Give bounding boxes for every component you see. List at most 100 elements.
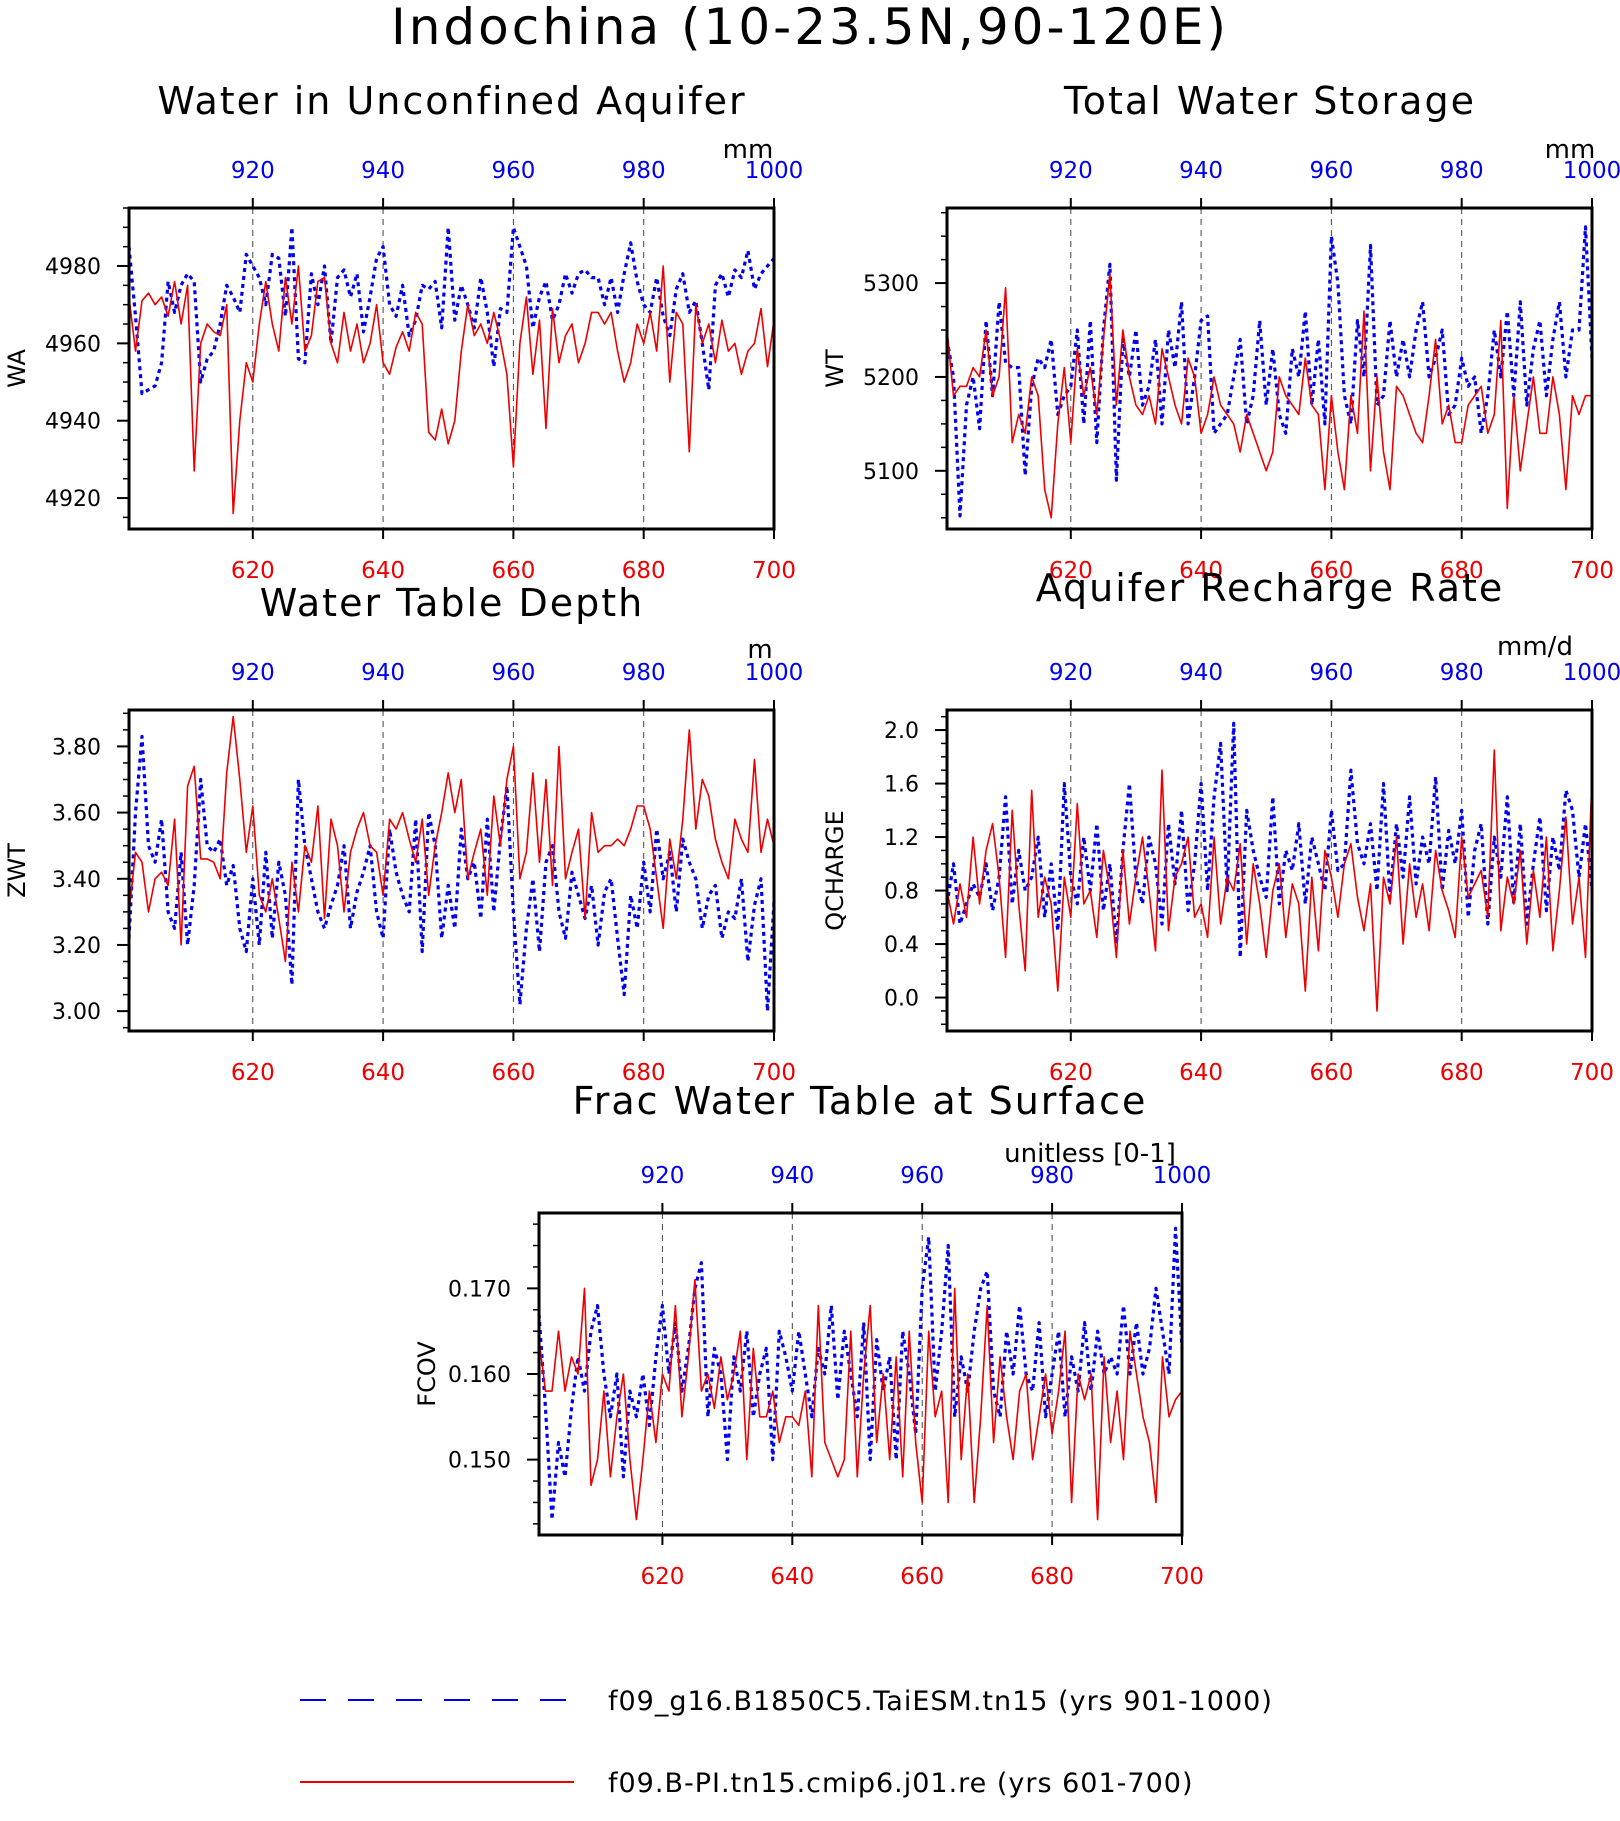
legend: f09_g16.B1850C5.TaiESM.tn15 (yrs 901-100… — [300, 1686, 1273, 1799]
x-tick-label-bottom: 680 — [1440, 558, 1484, 584]
panel-4: Aquifer Recharge Rate mm/d QCHARGE 0.0 0.4 0.… — [821, 566, 1620, 1086]
plot-frame — [127, 206, 776, 531]
x-tick-label-bottom: 620 — [1049, 1060, 1093, 1086]
x-tick-label-bottom: 640 — [361, 1060, 405, 1086]
panel-title: Water in Unconfined Aquifer — [157, 79, 746, 123]
x-tick-label-top: 920 — [1049, 660, 1093, 686]
units-label: mm/d — [1497, 632, 1573, 662]
plot-frame — [537, 1211, 1184, 1537]
x-tick-label-top: 1000 — [1153, 1163, 1212, 1189]
x-tick-label-top: 960 — [1309, 158, 1353, 184]
series-line-taiesm — [945, 721, 1594, 960]
x-tick-label-top: 980 — [1030, 1163, 1074, 1189]
x-tick-label-bottom: 680 — [1440, 1060, 1484, 1086]
x-tick-label-bottom: 640 — [1179, 558, 1223, 584]
series-line-taiesm — [945, 225, 1594, 518]
x-tick-label-bottom: 620 — [640, 1564, 684, 1590]
x-tick-label-bottom: 640 — [1179, 1060, 1223, 1086]
y-tick-label: 2.0 — [884, 719, 919, 744]
y-tick-label: 5200 — [863, 366, 919, 391]
x-tick-label-top: 940 — [770, 1163, 814, 1189]
series-line-taiesm — [127, 734, 776, 1013]
x-tick-label-bottom: 680 — [622, 558, 666, 584]
x-tick-label-top: 1000 — [1563, 158, 1620, 184]
x-tick-label-top: 1000 — [745, 660, 804, 686]
plot-frame — [127, 708, 776, 1033]
y-tick-label: 0.160 — [448, 1363, 511, 1388]
units-label: mm — [723, 135, 774, 165]
units-label: unitless [0-1] — [1004, 1139, 1176, 1169]
x-tick-label-top: 920 — [640, 1163, 684, 1189]
x-tick-label-bottom: 620 — [231, 558, 275, 584]
plot-frame — [945, 708, 1594, 1033]
x-tick-label-bottom: 640 — [770, 1564, 814, 1590]
y-tick-label: 3.00 — [52, 1000, 101, 1025]
x-tick-label-bottom: 680 — [1030, 1564, 1074, 1590]
y-tick-label: 0.0 — [884, 987, 919, 1012]
y-axis-label: QCHARGE — [821, 810, 849, 931]
series-line-cmip6 — [946, 272, 1592, 519]
series-line-cmip6 — [128, 265, 775, 515]
units-label: mm — [1545, 135, 1596, 165]
panel-title: Frac Water Table at Surface — [573, 1079, 1148, 1123]
series-line-taiesm — [537, 1226, 1184, 1522]
units-label: m — [747, 635, 772, 665]
x-tick-label-top: 920 — [1049, 158, 1093, 184]
y-tick-label: 4940 — [45, 410, 101, 435]
y-tick-label: 1.6 — [884, 773, 919, 798]
x-tick-label-top: 960 — [900, 1163, 944, 1189]
legend-label-2: f09.B-PI.tn15.cmip6.j01.re (yrs 601-700) — [608, 1768, 1193, 1799]
x-tick-label-bottom: 660 — [491, 558, 535, 584]
y-tick-label: 0.150 — [448, 1449, 511, 1474]
y-tick-label: 4960 — [45, 332, 101, 357]
y-axis-label: FCOV — [413, 1341, 441, 1407]
x-tick-label-top: 940 — [1179, 158, 1223, 184]
y-axis-label: WT — [821, 349, 849, 388]
y-tick-label: 1.2 — [884, 826, 919, 851]
x-tick-label-bottom: 660 — [900, 1564, 944, 1590]
x-tick-label-bottom: 660 — [1309, 558, 1353, 584]
x-tick-label-bottom: 660 — [1309, 1060, 1353, 1086]
panel-2: Total Water Storage mm WT 5100 5200 5300 620 64… — [821, 79, 1620, 584]
x-tick-label-top: 980 — [1440, 660, 1484, 686]
x-tick-label-bottom: 620 — [1049, 558, 1093, 584]
panel-3: Water Table Depth m ZWT 3.00 3.20 3.40 3.60 3.8… — [3, 581, 803, 1086]
panel-title: Water Table Depth — [260, 581, 645, 625]
x-tick-label-top: 1000 — [1563, 660, 1620, 686]
x-tick-label-bottom: 700 — [1160, 1564, 1204, 1590]
y-tick-label: 5100 — [863, 460, 919, 485]
x-tick-label-top: 920 — [231, 660, 275, 686]
y-axis-label: ZWT — [3, 843, 31, 898]
y-axis-label: WA — [3, 349, 31, 388]
panel-5: Frac Water Table at Surface unitless [0-1… — [413, 1079, 1211, 1590]
panel-title: Total Water Storage — [1063, 79, 1476, 123]
x-tick-label-bottom: 660 — [491, 1060, 535, 1086]
x-tick-label-bottom: 700 — [752, 558, 796, 584]
panel-1: Water in Unconfined Aquifer mm WA 4920 4940 4… — [3, 79, 803, 584]
x-tick-label-bottom: 680 — [622, 1060, 666, 1086]
plot-frame — [945, 206, 1594, 531]
x-tick-label-bottom: 700 — [1570, 1060, 1614, 1086]
series-line-cmip6 — [128, 715, 775, 963]
panels: Water in Unconfined Aquifer mm WA 4920 4940 4… — [3, 79, 1620, 1590]
y-tick-label: 4980 — [45, 255, 101, 280]
x-tick-label-top: 940 — [361, 158, 405, 184]
y-tick-label: 3.40 — [52, 868, 101, 893]
series-line-cmip6 — [538, 1279, 1183, 1521]
x-tick-label-top: 980 — [622, 660, 666, 686]
legend-label-1: f09_g16.B1850C5.TaiESM.tn15 (yrs 901-100… — [608, 1686, 1273, 1717]
x-tick-label-top: 940 — [1179, 660, 1223, 686]
y-tick-label: 4920 — [45, 487, 101, 512]
panel-title: Aquifer Recharge Rate — [1036, 566, 1505, 610]
y-tick-label: 3.20 — [52, 934, 101, 959]
y-tick-label: 0.170 — [448, 1277, 511, 1302]
x-tick-label-top: 960 — [491, 158, 535, 184]
x-tick-label-bottom: 700 — [1570, 558, 1614, 584]
x-tick-label-top: 960 — [491, 660, 535, 686]
series-line-cmip6 — [946, 749, 1593, 1012]
x-tick-label-top: 980 — [1440, 158, 1484, 184]
x-tick-label-top: 920 — [231, 158, 275, 184]
x-tick-label-bottom: 620 — [231, 1060, 275, 1086]
